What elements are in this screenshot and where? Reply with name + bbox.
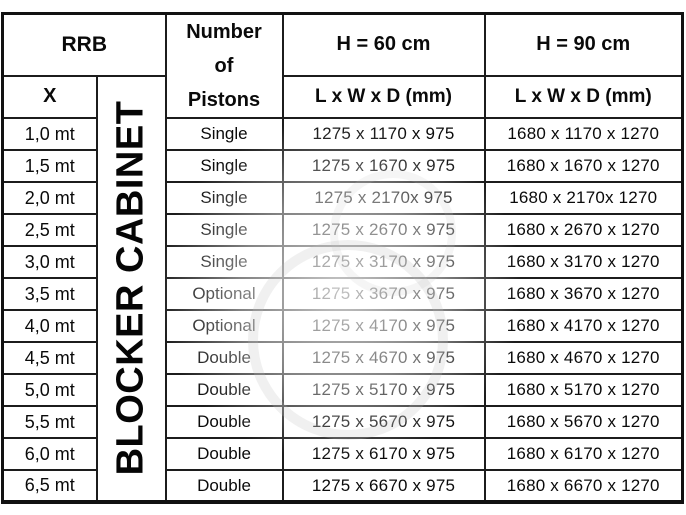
h90-cell: 1680 x 4170 x 1270 [483,309,684,343]
pistons-header-line1: Number [186,21,262,43]
pistons-cell: Double [164,469,284,503]
x-cell: 2,0 mt [1,181,98,215]
h60-cell: 1275 x 2670 x 975 [281,213,486,247]
h60-cell: 1275 x 1170 x 975 [281,117,486,151]
pistons-cell: Optional [164,309,284,343]
h60-cell: 1275 x 6670 x 975 [281,469,486,503]
dims-header-90: L x W x D (mm) [483,74,684,119]
table-row: 6,5 mt Double 1275 x 6670 x 975 1680 x 6… [1,469,684,503]
h60-cell: 1275 x 3170 x 975 [281,245,486,279]
h60-header-cell: H = 60 cm [281,12,486,77]
pistons-header-line3: Pistons [187,89,261,111]
h60-cell: 1275 x 5670 x 975 [281,405,486,439]
pistons-cell: Optional [164,277,284,311]
pistons-cell: Single [164,245,284,279]
h90-cell: 1680 x 1670 x 1270 [483,149,684,183]
x-cell: 5,0 mt [1,373,98,407]
pistons-cell: Double [164,437,284,471]
pistons-cell: Double [164,341,284,375]
vertical-label: BLOCKER CABINET [109,100,152,476]
h90-cell: 1680 x 5170 x 1270 [483,373,684,407]
h90-cell: 1680 x 3670 x 1270 [483,277,684,311]
pistons-cell: Double [164,405,284,439]
x-cell: 1,0 mt [1,117,98,151]
pistons-header-line2: of [214,55,234,77]
x-cell: 4,0 mt [1,309,98,343]
pistons-cell: Double [164,373,284,407]
x-cell: 3,0 mt [1,245,98,279]
header-row-1: RRB Number of Pistons H = 60 cm H = 90 c… [1,12,684,119]
x-cell: 2,5 mt [1,213,98,247]
h90-cell: 1680 x 4670 x 1270 [483,341,684,375]
h60-cell: 1275 x 4670 x 975 [281,341,486,375]
pistons-header-cell: Number of Pistons [164,12,284,119]
x-cell: 3,5 mt [1,277,98,311]
h90-cell: 1680 x 6670 x 1270 [483,469,684,503]
h60-cell: 1275 x 3670 x 975 [281,277,486,311]
x-cell: 1,5 mt [1,149,98,183]
h60-cell: 1275 x 5170 x 975 [281,373,486,407]
spec-table: RRB Number of Pistons H = 60 cm H = 90 c… [1,12,684,504]
x-cell: 5,5 mt [1,405,98,439]
h90-cell: 1680 x 5670 x 1270 [483,405,684,439]
h90-cell: 1680 x 3170 x 1270 [483,245,684,279]
pistons-cell: Single [164,149,284,183]
h90-cell: 1680 x 2170x 1270 [483,181,684,215]
h90-header-cell: H = 90 cm [483,12,684,77]
x-cell: 6,0 mt [1,437,98,471]
x-header-cell: X [1,74,98,119]
h60-cell: 1275 x 1670 x 975 [281,149,486,183]
x-cell: 6,5 mt [1,469,98,503]
h90-cell: 1680 x 2670 x 1270 [483,213,684,247]
vertical-label-cell: BLOCKER CABINET [95,74,167,503]
h90-cell: 1680 x 1170 x 1270 [483,117,684,151]
h60-cell: 1275 x 4170 x 975 [281,309,486,343]
rrb-header-cell: RRB [1,12,167,77]
dims-header-60: L x W x D (mm) [281,74,486,119]
h60-cell: 1275 x 2170x 975 [281,181,486,215]
h90-cell: 1680 x 6170 x 1270 [483,437,684,471]
h60-cell: 1275 x 6170 x 975 [281,437,486,471]
pistons-cell: Single [164,117,284,151]
header-row-2: X BLOCKER CABINET L x W x D (mm) L x W x… [1,74,684,503]
pistons-cell: Single [164,181,284,215]
pistons-cell: Single [164,213,284,247]
x-cell: 4,5 mt [1,341,98,375]
